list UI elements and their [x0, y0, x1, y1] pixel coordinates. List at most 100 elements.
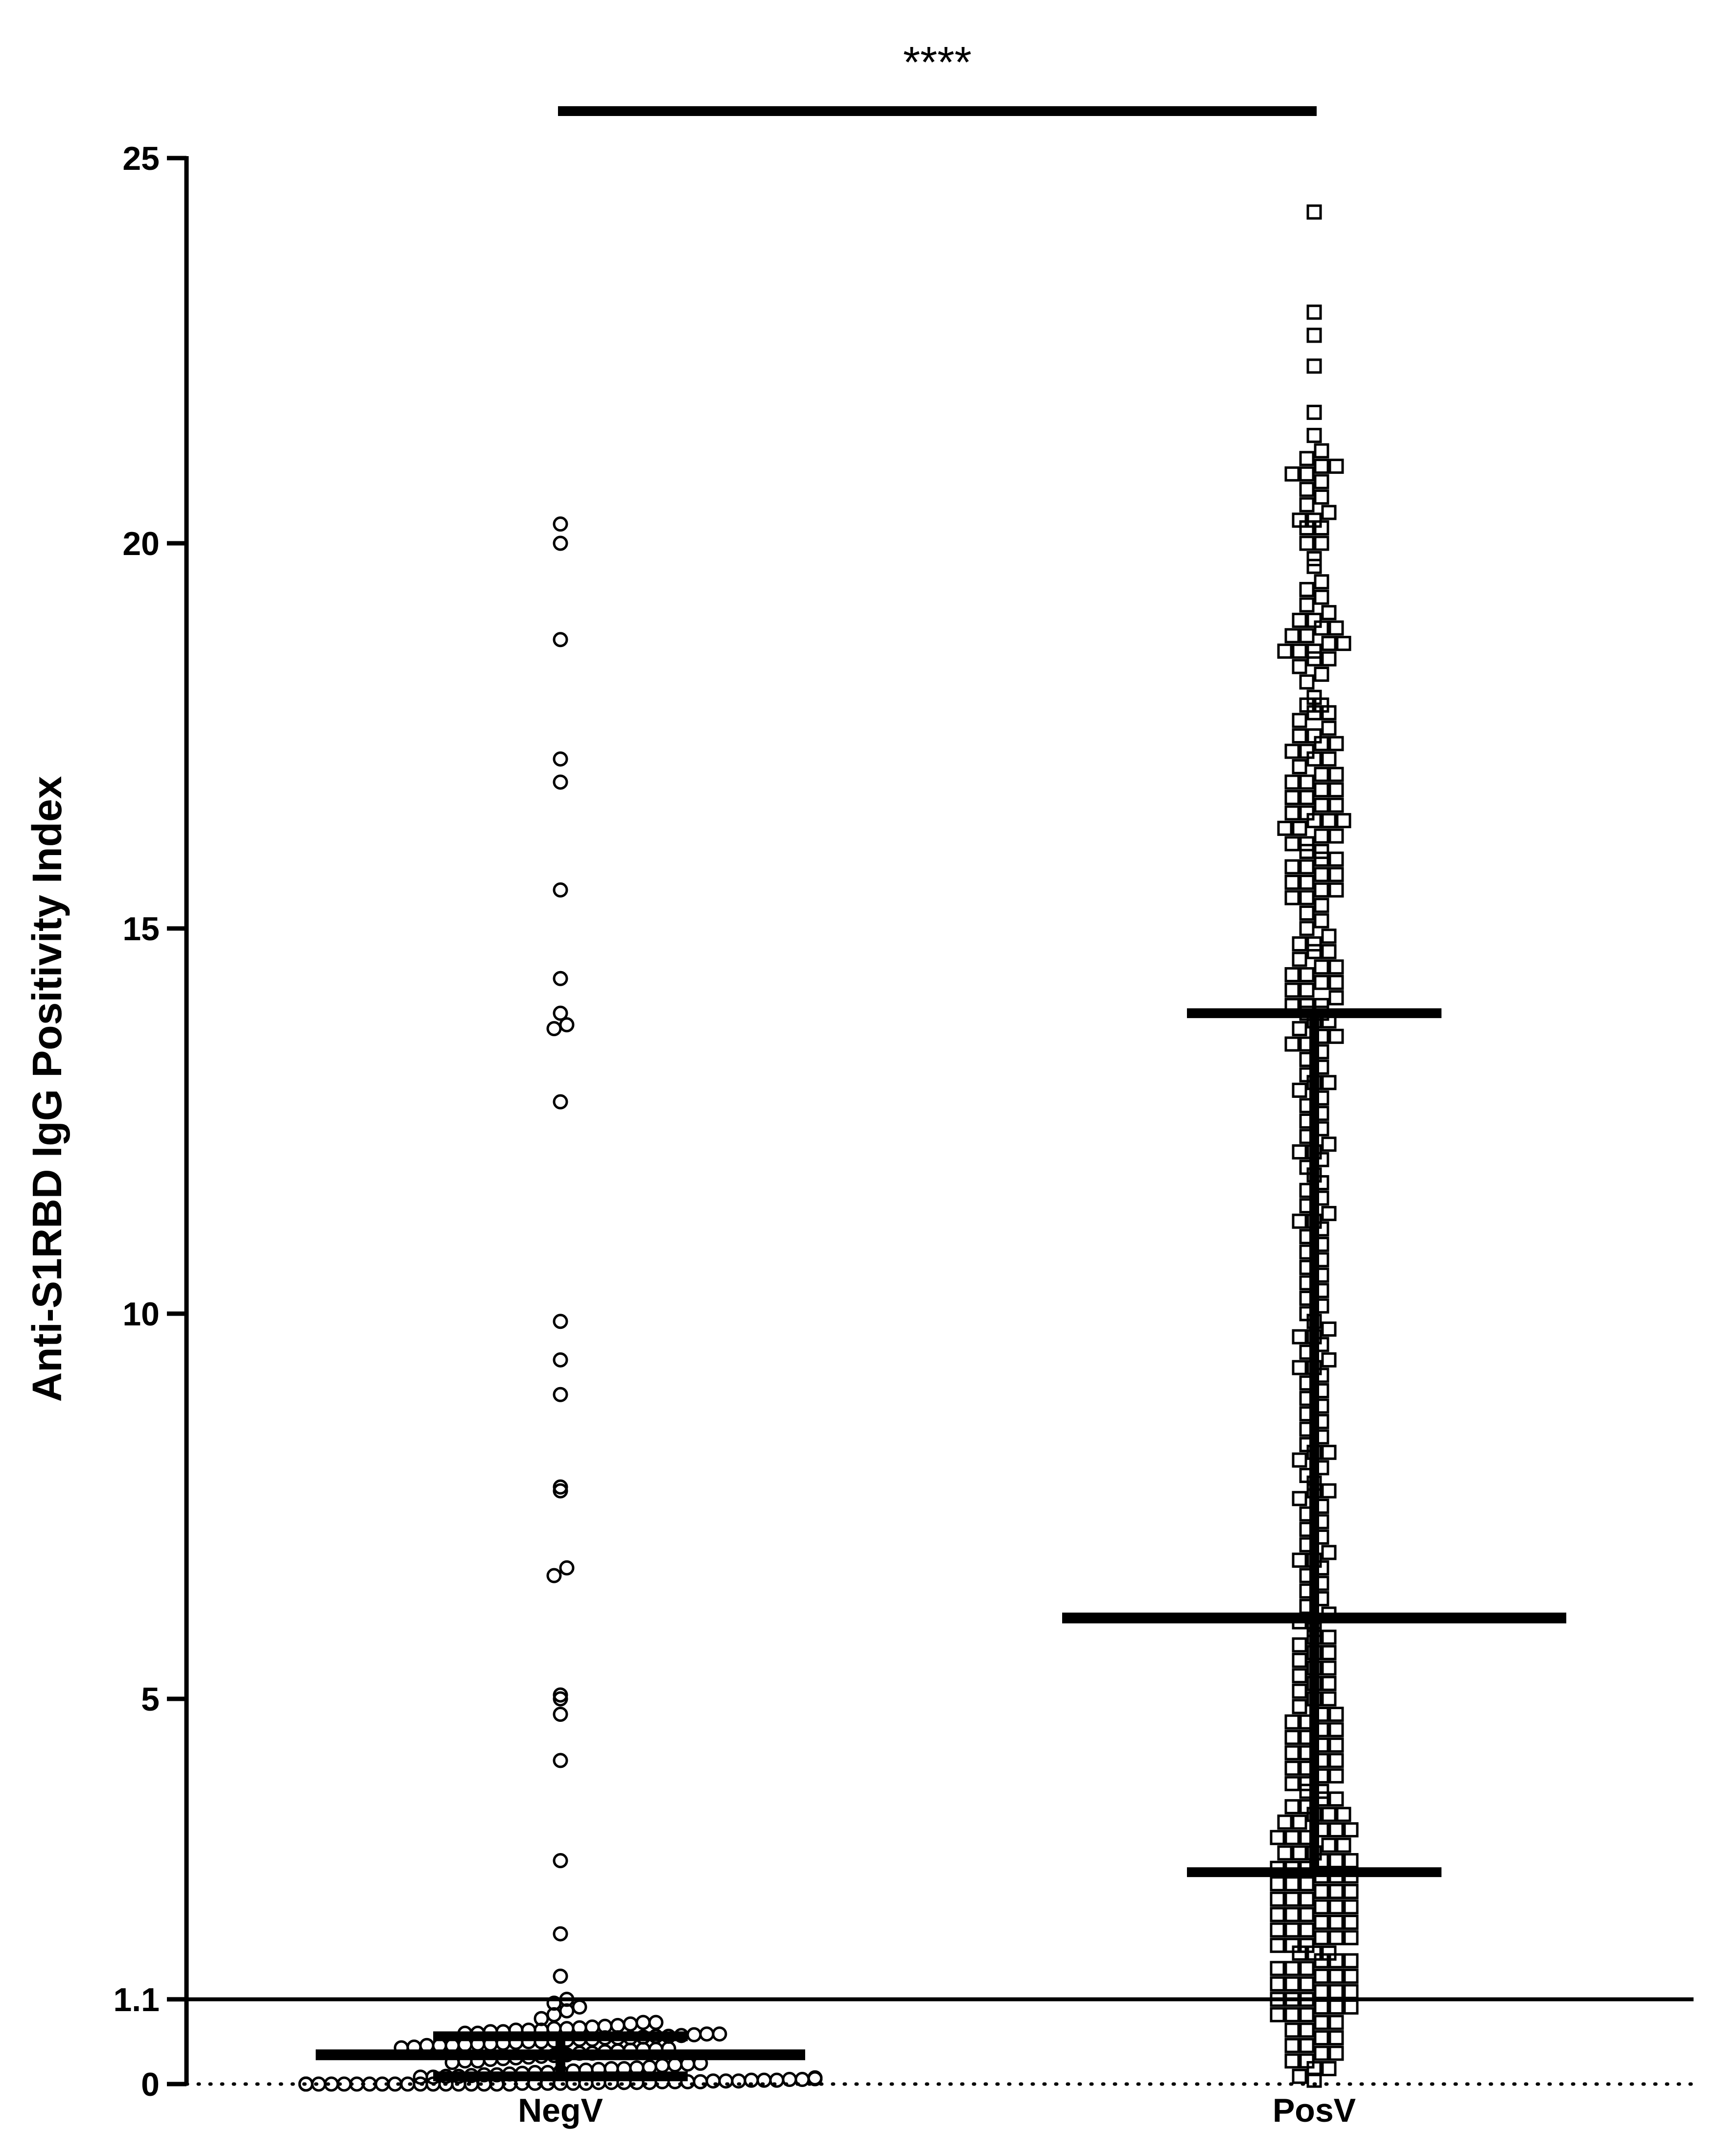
- data-point-posv: [1314, 535, 1329, 551]
- data-point-posv: [1299, 774, 1315, 790]
- data-point-negv: [794, 2072, 810, 2087]
- data-point-posv: [1292, 1329, 1307, 1345]
- data-point-posv: [1314, 828, 1329, 844]
- data-point-posv: [1314, 489, 1329, 505]
- data-point-posv: [1321, 1691, 1337, 1707]
- data-point-posv: [1328, 620, 1344, 636]
- data-point-posv: [1328, 882, 1344, 898]
- data-point-posv: [1328, 2015, 1344, 2030]
- data-point-posv: [1299, 875, 1315, 890]
- data-point-posv: [1299, 1961, 1315, 1976]
- data-point-posv: [1270, 1992, 1285, 2007]
- data-point-posv: [1321, 1136, 1337, 1152]
- data-point-posv: [1321, 1206, 1337, 1221]
- data-point-negv: [559, 1560, 575, 1576]
- data-point-posv: [1306, 551, 1322, 566]
- data-point-posv: [1328, 1884, 1344, 1899]
- data-point-posv: [1328, 1853, 1344, 1869]
- data-point-posv: [1284, 628, 1300, 644]
- data-point-posv: [1314, 2030, 1329, 2046]
- data-point-negv: [553, 1706, 568, 1722]
- data-point-negv: [769, 2072, 785, 2088]
- data-point-posv: [1299, 482, 1315, 497]
- data-point-negv: [553, 535, 568, 551]
- data-point-posv: [1306, 327, 1322, 343]
- x-tick-label-negv: NegV: [518, 2092, 603, 2129]
- data-point-posv: [1314, 1899, 1329, 1915]
- data-point-negv: [553, 1483, 568, 1499]
- data-point-posv: [1321, 705, 1337, 720]
- data-point-posv: [1321, 720, 1337, 736]
- data-point-posv: [1314, 898, 1329, 913]
- data-point-posv: [1284, 890, 1300, 905]
- data-point-posv: [1328, 1914, 1344, 1930]
- data-point-posv: [1314, 1953, 1329, 1969]
- data-point-negv: [553, 882, 568, 898]
- data-point-posv: [1328, 1822, 1344, 1838]
- data-point-posv: [1314, 1930, 1329, 1946]
- data-point-posv: [1314, 1914, 1329, 1930]
- data-point-posv: [1321, 1629, 1337, 1645]
- data-point-posv: [1270, 1976, 1285, 1992]
- data-point-posv: [1321, 605, 1337, 621]
- data-point-posv: [1328, 851, 1344, 867]
- data-point-posv: [1284, 2053, 1300, 2069]
- data-point-posv: [1299, 451, 1315, 466]
- data-point-negv: [553, 1314, 568, 1329]
- data-point-posv: [1284, 774, 1300, 790]
- data-point-negv: [699, 2026, 715, 2042]
- data-point-posv: [1306, 558, 1322, 574]
- data-point-posv: [1292, 728, 1307, 743]
- data-point-negv: [553, 1969, 568, 1984]
- data-point-posv: [1321, 1483, 1337, 1499]
- data-point-posv: [1299, 1992, 1315, 2007]
- data-point-posv: [1299, 890, 1315, 905]
- data-point-posv: [1299, 674, 1315, 690]
- data-point-posv: [1321, 1075, 1337, 1090]
- data-point-posv: [1292, 1814, 1307, 1830]
- data-point-posv: [1343, 1899, 1359, 1915]
- y-tick-label-10: 10: [122, 1296, 160, 1333]
- data-point-posv: [1314, 2015, 1329, 2030]
- data-point-posv: [1299, 497, 1315, 512]
- data-point-posv: [1314, 913, 1329, 928]
- data-point-posv: [1292, 2068, 1307, 2084]
- data-point-posv: [1284, 2038, 1300, 2053]
- data-point-posv: [1270, 1891, 1285, 1907]
- data-point-posv: [1292, 1945, 1307, 1961]
- data-point-posv: [1328, 1999, 1344, 2015]
- data-point-posv: [1328, 1722, 1344, 1738]
- data-point-posv: [1292, 1452, 1307, 1468]
- data-point-posv: [1284, 789, 1300, 805]
- data-point-posv: [1314, 797, 1329, 813]
- data-point-posv: [1299, 982, 1315, 998]
- data-point-negv: [712, 2026, 727, 2042]
- data-point-posv: [1284, 982, 1300, 998]
- data-point-negv: [635, 2015, 651, 2030]
- data-point-posv: [1321, 813, 1337, 829]
- data-point-posv: [1299, 1891, 1315, 1907]
- data-point-posv: [1292, 1360, 1307, 1375]
- data-point-posv: [1299, 628, 1315, 644]
- data-point-negv: [553, 1352, 568, 1368]
- data-point-posv: [1314, 959, 1329, 975]
- data-point-posv: [1321, 944, 1337, 959]
- data-point-posv: [1284, 1745, 1300, 1761]
- data-point-posv: [1336, 1837, 1351, 1853]
- data-point-posv: [1328, 959, 1344, 975]
- data-point-negv: [572, 1999, 587, 2015]
- data-point-posv: [1299, 844, 1315, 859]
- data-point-posv: [1299, 1907, 1315, 1923]
- data-point-posv: [1299, 597, 1315, 613]
- data-point-posv: [1328, 1028, 1344, 1044]
- data-point-posv: [1284, 1761, 1300, 1776]
- data-point-posv: [1299, 921, 1315, 936]
- data-point-posv: [1314, 443, 1329, 459]
- data-point-negv: [546, 1021, 562, 1037]
- data-point-posv: [1328, 1899, 1344, 1915]
- data-point-posv: [1299, 1976, 1315, 1992]
- data-point-posv: [1306, 2072, 1322, 2088]
- data-point-posv: [1292, 1637, 1307, 1653]
- data-point-posv: [1328, 867, 1344, 882]
- data-point-posv: [1270, 1876, 1285, 1892]
